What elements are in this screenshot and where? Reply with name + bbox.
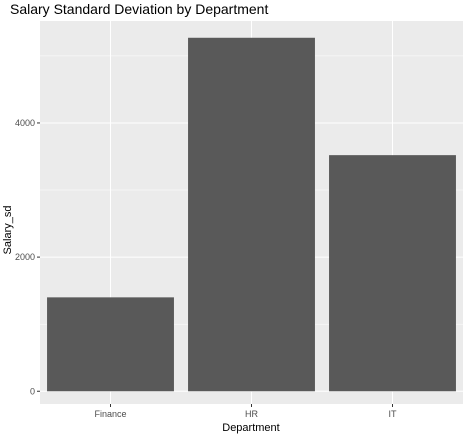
bars xyxy=(47,37,456,392)
y-axis-title: Salary_sd xyxy=(2,206,14,255)
y-axis-ticks: 0 2000 4000 xyxy=(15,118,40,396)
bar-it xyxy=(329,155,456,392)
y-tick-label: 0 xyxy=(30,386,35,396)
x-axis-title: Department xyxy=(222,422,279,434)
bar-finance xyxy=(47,297,174,392)
x-tick-label: HR xyxy=(245,409,258,419)
x-tick-label: IT xyxy=(389,409,398,419)
bar-hr xyxy=(188,37,315,392)
x-axis-ticks: Finance HR IT xyxy=(94,404,397,419)
chart-title: Salary Standard Deviation by Department xyxy=(10,1,268,17)
y-tick-label: 2000 xyxy=(15,252,35,262)
x-tick-label: Finance xyxy=(94,409,126,419)
y-tick-label: 4000 xyxy=(15,118,35,128)
